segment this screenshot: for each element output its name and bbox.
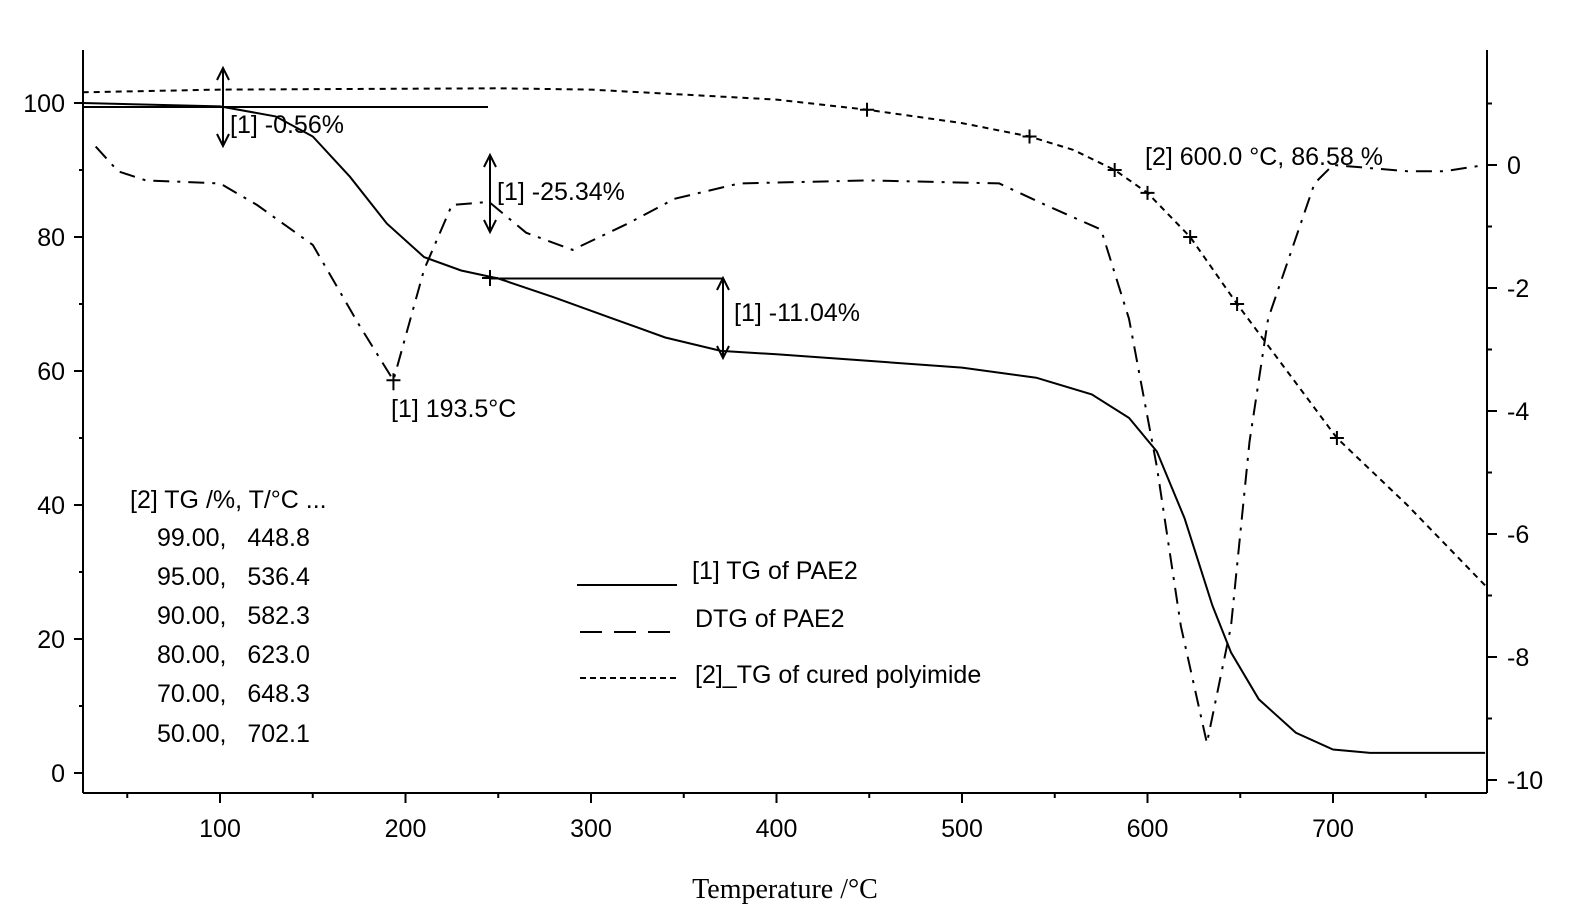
arrow-step3 — [716, 275, 730, 361]
data-table: [2] TG /%, T/°C ... 99.00, 448.8 95.00, … — [130, 486, 327, 748]
legend: [1] TG of PAE2 DTG of PAE2 [2]_TG of cur… — [577, 557, 981, 689]
y-right-tick-label: 0 — [1507, 152, 1521, 180]
legend-label: [1] TG of PAE2 — [692, 557, 858, 585]
annotation-step2: [1] -25.34% — [497, 178, 625, 206]
data-marker — [1022, 129, 1037, 144]
x-tick-label: 700 — [1312, 815, 1354, 843]
legend-label: DTG of PAE2 — [695, 605, 845, 633]
series-group — [82, 87, 1486, 754]
y-left-tick-label: 100 — [23, 90, 65, 118]
legend-label: [2]_TG of cured polyimide — [695, 661, 981, 689]
annotation-peak: [1] 193.5°C — [391, 395, 516, 423]
x-tick-label: 600 — [1127, 815, 1169, 843]
series-line-tg-cured-pi — [82, 87, 1486, 587]
data-marker — [1107, 163, 1122, 177]
x-axis-label: Temperature /°C — [692, 874, 878, 905]
y-left-tick-label: 60 — [37, 358, 65, 386]
table-row: 50.00, 702.1 — [157, 720, 310, 748]
y-right-tick-label: -2 — [1507, 275, 1529, 303]
series-line-tg-pae2 — [82, 102, 1486, 754]
table-row: 70.00, 648.3 — [157, 680, 310, 708]
data-marker — [1140, 185, 1155, 200]
y-left-tick-label: 20 — [37, 626, 65, 654]
y-right-tick-label: -6 — [1507, 521, 1529, 549]
y-left-tick-label: 0 — [51, 760, 65, 788]
y-left-tick-label: 40 — [37, 492, 65, 520]
x-tick-label: 400 — [756, 815, 798, 843]
annotations — [83, 65, 730, 391]
step-marker — [482, 270, 498, 286]
data-marker — [1329, 431, 1344, 445]
annotation-step3: [1] -11.04% — [734, 299, 860, 327]
arrow-step2 — [483, 152, 497, 235]
table-row: 95.00, 536.4 — [157, 563, 310, 591]
table-header: [2] TG /%, T/°C ... — [130, 486, 327, 514]
data-marker — [860, 102, 875, 117]
table-row: 99.00, 448.8 — [157, 524, 310, 552]
x-tick-label: 500 — [941, 815, 983, 843]
x-tick-label: 200 — [385, 815, 427, 843]
annotation-step1: [1] -0.56% — [230, 111, 344, 139]
arrow-step1 — [216, 65, 230, 149]
y-left-tick-label: 80 — [37, 224, 65, 252]
table-row: 90.00, 582.3 — [157, 602, 310, 630]
y-right-tick-label: -4 — [1507, 398, 1529, 426]
annotation-point: [2] 600.0 °C, 86.58 % — [1145, 143, 1383, 171]
y-right-tick-label: -10 — [1507, 767, 1543, 795]
x-tick-label: 100 — [199, 815, 241, 843]
series-line-dtg-pae2 — [94, 145, 1486, 744]
data-marker — [1183, 230, 1198, 244]
peak-marker — [386, 373, 401, 391]
y-right-tick-label: -8 — [1507, 644, 1529, 672]
x-tick-label: 300 — [570, 815, 612, 843]
data-marker — [1230, 297, 1245, 311]
table-row: 80.00, 623.0 — [157, 641, 310, 669]
axes: 100 200 300 400 500 600 700 0 20 40 60 80 100 0 -2 -4 -6… — [23, 50, 1543, 843]
